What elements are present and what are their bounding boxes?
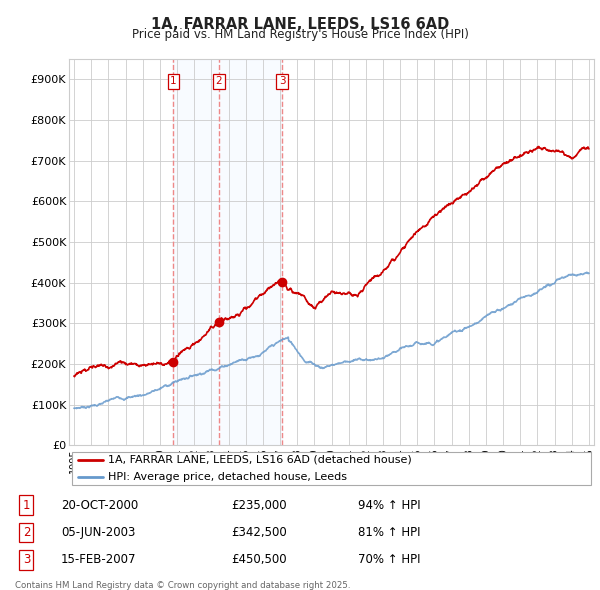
Text: 15-FEB-2007: 15-FEB-2007 [61,553,136,566]
Text: 94% ↑ HPI: 94% ↑ HPI [358,499,420,512]
Bar [173,59,282,445]
Text: 2: 2 [215,76,222,86]
Text: 1A, FARRAR LANE, LEEDS, LS16 6AD (detached house): 1A, FARRAR LANE, LEEDS, LS16 6AD (detach… [109,455,412,465]
Text: Contains HM Land Registry data © Crown copyright and database right 2025.
This d: Contains HM Land Registry data © Crown c… [15,581,350,590]
Text: £450,500: £450,500 [231,553,287,566]
Text: 2: 2 [23,526,30,539]
Text: HPI: Average price, detached house, Leeds: HPI: Average price, detached house, Leed… [109,472,347,482]
Text: 05-JUN-2003: 05-JUN-2003 [61,526,136,539]
Text: £342,500: £342,500 [231,526,287,539]
Text: 3: 3 [23,553,30,566]
Text: 70% ↑ HPI: 70% ↑ HPI [358,553,420,566]
Text: Price paid vs. HM Land Registry's House Price Index (HPI): Price paid vs. HM Land Registry's House … [131,28,469,41]
Text: 3: 3 [279,76,286,86]
Text: 81% ↑ HPI: 81% ↑ HPI [358,526,420,539]
Text: 1A, FARRAR LANE, LEEDS, LS16 6AD: 1A, FARRAR LANE, LEEDS, LS16 6AD [151,17,449,31]
Text: 20-OCT-2000: 20-OCT-2000 [61,499,138,512]
Text: 1: 1 [170,76,177,86]
Text: £235,000: £235,000 [231,499,287,512]
Text: 1: 1 [23,499,30,512]
